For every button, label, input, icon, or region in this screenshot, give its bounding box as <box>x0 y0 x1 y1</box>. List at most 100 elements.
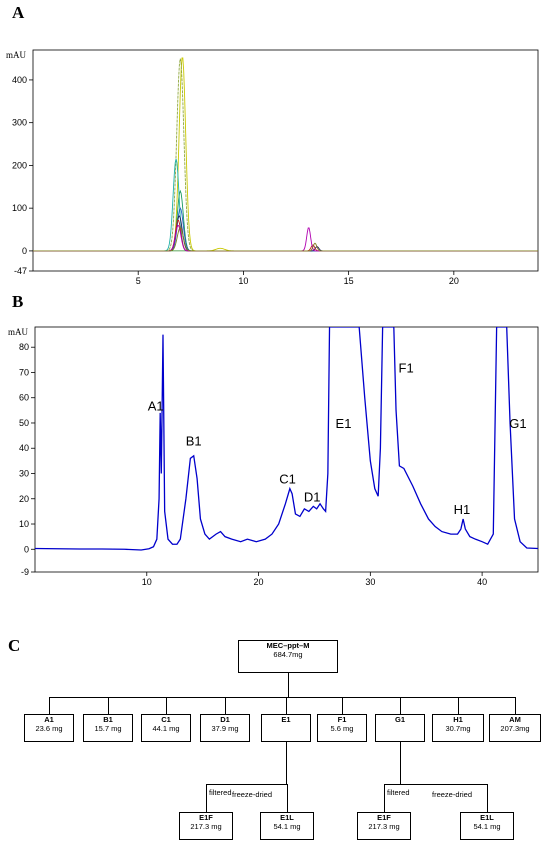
b-y-tick-label: 30 <box>19 468 29 478</box>
e1-branch-node-e1f-name: E1F <box>199 813 213 822</box>
tree-node-d1: D1 37.9 mg <box>200 714 250 742</box>
b-y-tick-label: 40 <box>19 443 29 453</box>
g1-branch-node-e1f-name: E1F <box>377 813 391 822</box>
panel-letter-c: C <box>8 636 21 655</box>
g1-branch-bus <box>384 784 488 785</box>
tree-level1-stem <box>225 697 226 714</box>
g1-branch-node-e1l-value: 54.1 mg <box>473 822 501 831</box>
b-x-tick-label: 20 <box>254 577 264 587</box>
e1-branch-edge-label-freeze-dried: freeze-dried <box>232 790 273 799</box>
tree-node-f1-name: F1 <box>337 715 347 724</box>
e1-branch-node-e1l: E1L 54.1 mg <box>260 812 314 840</box>
b-peak-label-c1: C1 <box>279 472 296 487</box>
g1-branch-node-e1f-value: 217.3 mg <box>368 822 400 831</box>
b-y-tick-label: 50 <box>19 418 29 428</box>
tree-level1-stem <box>400 697 401 714</box>
a-plot-frame <box>32 49 539 272</box>
b-x-tick-label: 40 <box>477 577 487 587</box>
a-x-tick-label: 20 <box>449 276 459 286</box>
e1-branch-node-e1l-value: 54.1 mg <box>273 822 301 831</box>
tree-node-a1-value: 23.6 mg <box>35 724 63 733</box>
a-y-unit-label: mAU <box>6 50 27 60</box>
tree-node-b1-value: 15.7 mg <box>94 724 122 733</box>
b-peak-label-f1: F1 <box>399 360 414 375</box>
b-peak-label-h1: H1 <box>454 502 471 517</box>
tree-root-node-value: 684.7mg <box>273 650 303 659</box>
a-y-tick-label: 200 <box>12 160 27 170</box>
tree-level1-stem <box>515 697 516 714</box>
a-x-tick-label: 10 <box>238 276 248 286</box>
g1-branch-node-e1f: E1F 217.3 mg <box>357 812 411 840</box>
tree-level1-stem <box>108 697 109 714</box>
tree-node-b1-name: B1 <box>103 715 113 724</box>
tree-node-c1-name: C1 <box>161 715 171 724</box>
b-x-tick-label: 30 <box>365 577 375 587</box>
chromatogram-a: 5 10 15 20 -47 0 100 200 300 400 mAU <box>6 49 539 286</box>
a-y-tick-label: 300 <box>12 118 27 128</box>
tree-level1-stem <box>49 697 50 714</box>
b-y-tick-label: 60 <box>19 393 29 403</box>
e1-branch-node-e1f: E1F 217.3 mg <box>179 812 233 840</box>
tree-level1-stem <box>166 697 167 714</box>
b-peak-label-e1: E1 <box>336 416 352 431</box>
e1-branch-node-e1l-name: E1L <box>280 813 294 822</box>
tree-root-node: MEC–ppt–M 684.7mg <box>238 640 338 673</box>
g1-branch-child-stem <box>384 784 385 812</box>
g1-branch-edge-label-filtered: filtered <box>387 788 410 797</box>
a-y-tick-label: -47 <box>14 266 27 276</box>
tree-node-am-value: 207.3mg <box>500 724 530 733</box>
tree-node-d1-value: 37.9 mg <box>211 724 239 733</box>
b-series-line <box>35 327 538 551</box>
e1-branch-child-stem <box>206 784 207 812</box>
panel-letter-b: B <box>12 292 24 311</box>
tree-node-a1-name: A1 <box>44 715 54 724</box>
tree-node-e1-name: E1 <box>281 715 291 724</box>
tree-node-f1-value: 5.6 mg <box>330 724 354 733</box>
tree-node-a1: A1 23.6 mg <box>24 714 74 742</box>
b-y-tick-label: 20 <box>19 494 29 504</box>
g1-branch-stem <box>400 742 401 784</box>
tree-node-g1: G1 <box>375 714 425 742</box>
chromatogram-b: 10 20 30 40 -9 0 10 20 30 40 50 60 70 80 mAU A1 B1 C1 D1 E1… <box>8 326 539 587</box>
a-y-tick-label: 400 <box>12 75 27 85</box>
a-y-tick-label: 100 <box>12 203 27 213</box>
b-y-tick-label: 0 <box>24 544 29 554</box>
tree-node-h1: H1 30.7mg <box>432 714 484 742</box>
e1-branch-child-stem <box>287 784 288 812</box>
b-plot-frame <box>34 326 539 573</box>
tree-root-node-name: MEC–ppt–M <box>266 641 310 650</box>
g1-branch-node-e1l-name: E1L <box>480 813 494 822</box>
tree-node-e1: E1 <box>261 714 311 742</box>
tree-node-am: AM 207.3mg <box>489 714 541 742</box>
b-y-unit-label: mAU <box>8 327 29 337</box>
b-peak-label-d1: D1 <box>304 489 321 504</box>
g1-branch-child-stem <box>487 784 488 812</box>
b-peak-label-g1: G1 <box>509 416 526 431</box>
b-y-tick-label: 70 <box>19 367 29 377</box>
b-y-tick-label: -9 <box>21 567 29 577</box>
b-peak-label-a1: A1 <box>148 398 164 413</box>
b-x-tick-label: 10 <box>142 577 152 587</box>
tree-node-c1-value: 44.1 mg <box>152 724 180 733</box>
a-y-tick-label: 0 <box>22 246 27 256</box>
tree-level1-bus <box>49 697 516 698</box>
e1-branch-node-e1f-value: 217.3 mg <box>190 822 222 831</box>
b-peak-label-b1: B1 <box>186 434 202 449</box>
g1-branch-node-e1l: E1L 54.1 mg <box>460 812 514 840</box>
g1-branch-edge-label-freeze-dried: freeze-dried <box>432 790 473 799</box>
a-x-tick-label: 15 <box>344 276 354 286</box>
e1-branch-edge-label-filtered: filtered <box>209 788 232 797</box>
tree-level1-stem <box>458 697 459 714</box>
tree-node-f1: F1 5.6 mg <box>317 714 367 742</box>
a-x-tick-label: 5 <box>136 276 141 286</box>
tree-root-stem <box>288 673 289 697</box>
tree-node-h1-name: H1 <box>453 715 463 724</box>
tree-node-am-name: AM <box>509 715 521 724</box>
a-series-line-9 <box>33 226 538 252</box>
e1-branch-bus <box>206 784 288 785</box>
tree-node-g1-name: G1 <box>394 715 405 724</box>
tree-level1-stem <box>342 697 343 714</box>
tree-node-h1-value: 30.7mg <box>445 724 471 733</box>
tree-node-c1: C1 44.1 mg <box>141 714 191 742</box>
tree-level1-stem <box>286 697 287 714</box>
